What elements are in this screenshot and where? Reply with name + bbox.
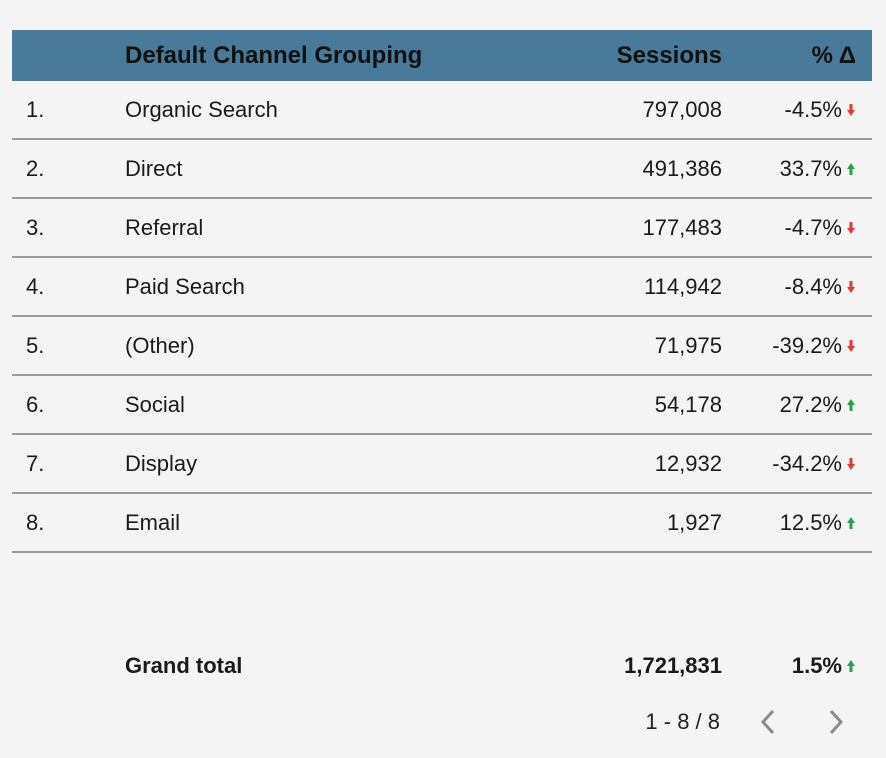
table-body: 1. Organic Search 797,008 -4.5% 2. Direct 491,…: [12, 81, 872, 553]
row-pct-value: 27.2%: [779, 391, 842, 417]
grand-total-sessions: 1,721,831: [624, 653, 722, 678]
row-pct-value: -4.5%: [784, 96, 842, 122]
row-sessions: 12,932: [654, 450, 722, 476]
row-pct-change: -4.7%: [722, 215, 872, 241]
grand-total-row: Grand total 1,721,831 1.5%: [12, 640, 872, 692]
trend-down-icon: [847, 280, 855, 293]
row-index: 2.: [26, 155, 45, 181]
header-channel[interactable]: Default Channel Grouping: [125, 41, 423, 69]
grand-total-pct-value: 1.5%: [791, 653, 842, 678]
row-pct-change: -8.4%: [722, 274, 872, 300]
row-index: 4.: [26, 273, 45, 299]
row-pct-value: -34.2%: [772, 450, 842, 476]
trend-up-icon: [847, 162, 855, 175]
pagination: 1 - 8 / 8: [645, 702, 856, 742]
row-sessions: 491,386: [642, 155, 722, 181]
row-index: 5.: [26, 332, 45, 358]
prev-page-button[interactable]: [748, 704, 788, 740]
trend-down-icon: [847, 457, 855, 470]
header-pct-change[interactable]: % Δ: [811, 41, 856, 69]
row-pct-change: 33.7%: [722, 156, 872, 182]
row-sessions: 797,008: [642, 96, 722, 122]
chevron-left-icon: [760, 709, 775, 735]
table-row[interactable]: 3. Referral 177,483 -4.7%: [12, 199, 872, 258]
pagination-range: 1 - 8 / 8: [645, 709, 720, 734]
table-row[interactable]: 6. Social 54,178 27.2%: [12, 376, 872, 435]
chevron-right-icon: [829, 709, 844, 735]
trend-down-icon: [847, 103, 855, 116]
channel-table: Default Channel Grouping Sessions % Δ 1.…: [12, 30, 872, 553]
row-pct-value: 33.7%: [779, 155, 842, 181]
trend-up-icon: [847, 398, 855, 411]
row-sessions: 54,178: [654, 391, 722, 417]
table-row[interactable]: 7. Display 12,932 -34.2%: [12, 435, 872, 494]
row-index: 6.: [26, 391, 45, 417]
row-pct-change: -4.5%: [722, 97, 872, 123]
row-pct-change: -39.2%: [722, 333, 872, 359]
table-header: Default Channel Grouping Sessions % Δ: [12, 30, 872, 81]
row-index: 1.: [26, 96, 45, 122]
row-sessions: 1,927: [666, 509, 722, 535]
row-sessions: 114,942: [644, 273, 722, 299]
row-channel: Display: [125, 450, 198, 476]
row-pct-value: -39.2%: [772, 332, 842, 358]
row-pct-change: 12.5%: [722, 510, 872, 536]
row-sessions: 71,975: [654, 332, 722, 358]
grand-total-pct: 1.5%: [722, 653, 872, 679]
row-pct-value: 12.5%: [779, 509, 842, 535]
row-sessions: 177,483: [642, 214, 722, 240]
row-channel: Organic Search: [125, 96, 278, 122]
row-index: 7.: [26, 450, 45, 476]
row-channel: Social: [125, 391, 185, 417]
row-channel: Referral: [125, 214, 204, 240]
trend-up-icon: [847, 516, 855, 529]
row-pct-value: -4.7%: [784, 214, 842, 240]
row-channel: Email: [125, 509, 181, 535]
trend-up-icon: [847, 660, 855, 672]
next-page-button[interactable]: [816, 704, 856, 740]
row-channel: Direct: [125, 155, 183, 181]
row-index: 8.: [26, 509, 45, 535]
trend-down-icon: [847, 221, 855, 234]
row-index: 3.: [26, 214, 45, 240]
table-row[interactable]: 5. (Other) 71,975 -39.2%: [12, 317, 872, 376]
header-sessions[interactable]: Sessions: [616, 41, 722, 69]
trend-down-icon: [847, 339, 855, 352]
table-row[interactable]: 8. Email 1,927 12.5%: [12, 494, 872, 553]
row-pct-value: -8.4%: [784, 273, 842, 299]
row-channel: Paid Search: [125, 273, 245, 299]
table-row[interactable]: 1. Organic Search 797,008 -4.5%: [12, 81, 872, 140]
grand-total-label: Grand total: [125, 653, 243, 678]
row-pct-change: -34.2%: [722, 451, 872, 477]
table-row[interactable]: 2. Direct 491,386 33.7%: [12, 140, 872, 199]
table-row[interactable]: 4. Paid Search 114,942 -8.4%: [12, 258, 872, 317]
row-pct-change: 27.2%: [722, 392, 872, 418]
row-channel: (Other): [125, 332, 195, 358]
